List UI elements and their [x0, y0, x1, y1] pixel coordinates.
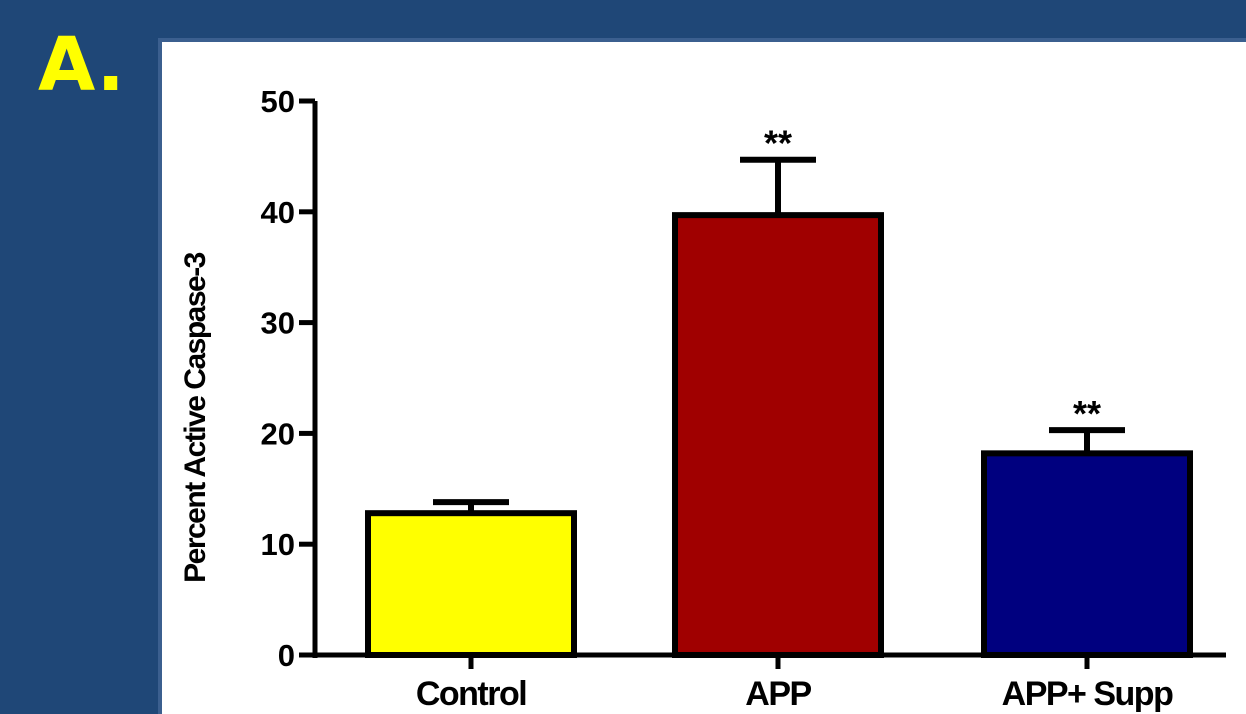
- y-tick-label-3: 30: [261, 306, 295, 341]
- bar-2: [981, 450, 1193, 658]
- y-tick-label-5: 50: [261, 84, 295, 119]
- significance-label-1: **: [764, 123, 792, 164]
- y-tick-label-1: 10: [261, 527, 295, 562]
- y-axis-title: Percent Active Caspase-3: [179, 252, 212, 583]
- x-category-label-2: APP+ Supp: [1002, 675, 1173, 713]
- y-tick-label-4: 40: [261, 195, 295, 230]
- significance-label-2: **: [1073, 393, 1101, 434]
- y-tick-label-0: 0: [278, 638, 295, 673]
- y-tick-label-2: 20: [261, 416, 295, 451]
- bar-1: [672, 212, 884, 658]
- x-category-label-0: Control: [416, 675, 526, 713]
- x-category-label-1: APP: [745, 675, 811, 713]
- panel-label: A.: [38, 22, 125, 108]
- bar-0: [365, 510, 577, 659]
